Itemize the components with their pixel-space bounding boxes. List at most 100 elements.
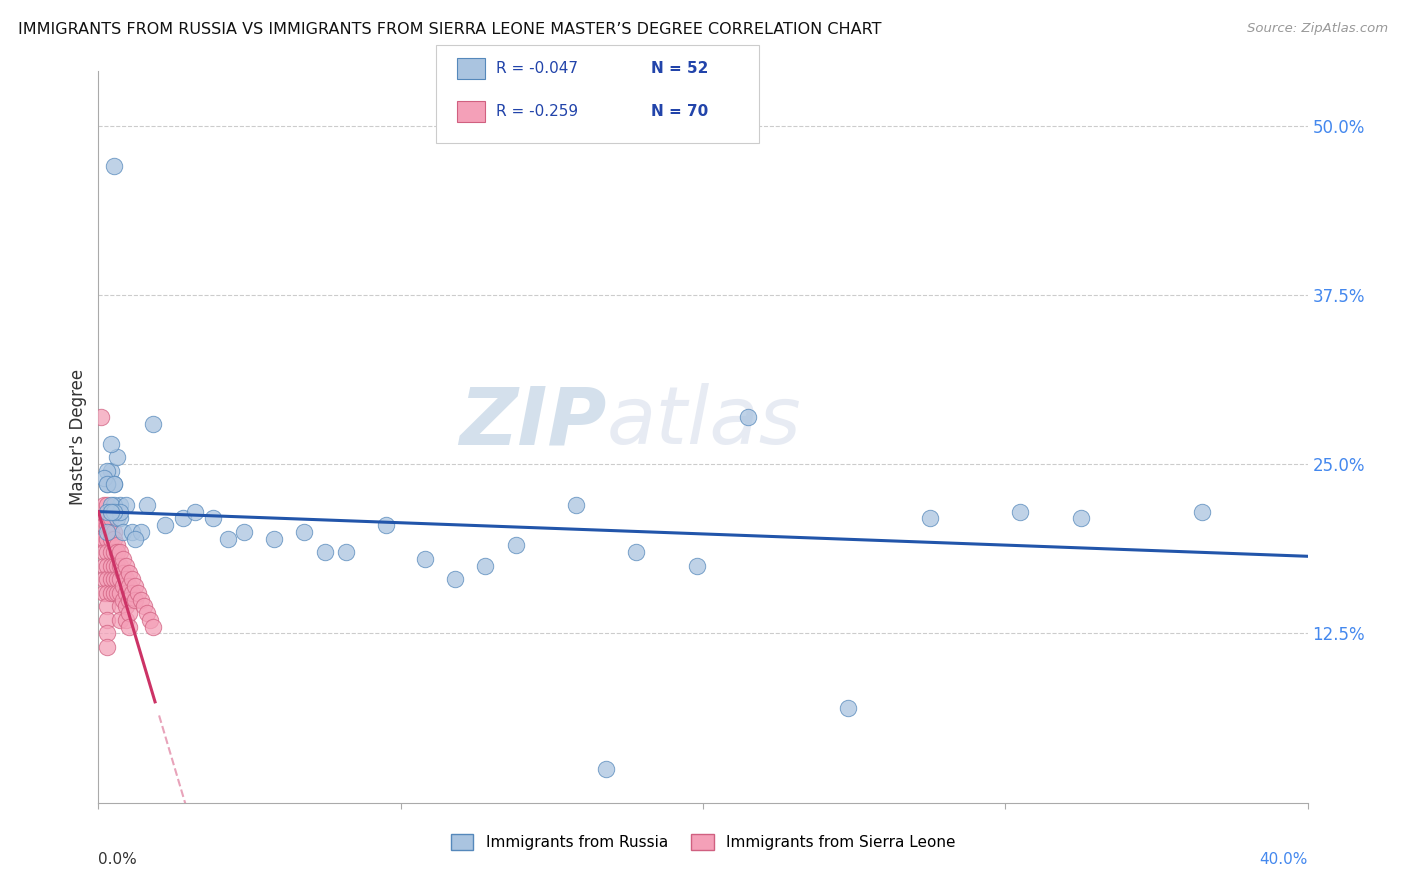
Point bbox=[105, 450, 128, 465]
Point bbox=[100, 558, 122, 573]
Point bbox=[96, 586, 118, 600]
Text: 0.0%: 0.0% bbox=[98, 852, 138, 867]
Text: ZIP: ZIP bbox=[458, 384, 606, 461]
Point bbox=[96, 505, 118, 519]
Point bbox=[1191, 505, 1213, 519]
Point bbox=[135, 498, 157, 512]
Point bbox=[314, 545, 336, 559]
Point bbox=[93, 586, 115, 600]
Point bbox=[918, 511, 941, 525]
Point bbox=[114, 498, 136, 512]
Point bbox=[114, 558, 136, 573]
Text: N = 52: N = 52 bbox=[651, 62, 709, 76]
Point bbox=[103, 524, 125, 539]
Point bbox=[1070, 511, 1092, 525]
Point bbox=[474, 558, 496, 573]
Point bbox=[108, 505, 131, 519]
Point bbox=[111, 552, 134, 566]
Point bbox=[124, 532, 146, 546]
Text: R = -0.047: R = -0.047 bbox=[496, 62, 578, 76]
Point bbox=[121, 524, 143, 539]
Point bbox=[139, 613, 162, 627]
Text: R = -0.259: R = -0.259 bbox=[496, 104, 578, 119]
Point bbox=[100, 498, 122, 512]
Point bbox=[103, 532, 125, 546]
Point bbox=[100, 545, 122, 559]
Point bbox=[105, 558, 128, 573]
Point bbox=[444, 572, 467, 586]
Point bbox=[96, 511, 118, 525]
Point bbox=[142, 620, 165, 634]
Point bbox=[103, 558, 125, 573]
Point bbox=[413, 552, 436, 566]
Point bbox=[96, 498, 118, 512]
Point bbox=[90, 511, 112, 525]
Point bbox=[93, 498, 115, 512]
Point bbox=[103, 477, 125, 491]
Point bbox=[96, 477, 118, 491]
Point bbox=[103, 586, 125, 600]
Legend: Immigrants from Russia, Immigrants from Sierra Leone: Immigrants from Russia, Immigrants from … bbox=[450, 834, 956, 850]
Point bbox=[96, 518, 118, 533]
Point bbox=[105, 545, 128, 559]
Point bbox=[100, 511, 122, 525]
Point bbox=[114, 599, 136, 614]
Point bbox=[103, 545, 125, 559]
Point bbox=[114, 572, 136, 586]
Point bbox=[105, 572, 128, 586]
Point bbox=[737, 409, 759, 424]
Point bbox=[335, 545, 357, 559]
Point bbox=[374, 518, 396, 533]
Point bbox=[96, 558, 118, 573]
Point bbox=[153, 518, 176, 533]
Text: IMMIGRANTS FROM RUSSIA VS IMMIGRANTS FROM SIERRA LEONE MASTER’S DEGREE CORRELATI: IMMIGRANTS FROM RUSSIA VS IMMIGRANTS FRO… bbox=[18, 22, 882, 37]
Point bbox=[111, 579, 134, 593]
Point bbox=[100, 532, 122, 546]
Point bbox=[108, 572, 131, 586]
Point bbox=[108, 498, 131, 512]
Text: Source: ZipAtlas.com: Source: ZipAtlas.com bbox=[1247, 22, 1388, 36]
Point bbox=[93, 572, 115, 586]
Point bbox=[114, 586, 136, 600]
Point bbox=[142, 417, 165, 431]
Point bbox=[105, 538, 128, 552]
Point bbox=[103, 477, 125, 491]
Point bbox=[100, 586, 122, 600]
Point bbox=[108, 511, 131, 525]
Point bbox=[121, 572, 143, 586]
Point bbox=[108, 599, 131, 614]
Y-axis label: Master's Degree: Master's Degree bbox=[69, 369, 87, 505]
Point bbox=[232, 524, 254, 539]
Point bbox=[100, 524, 122, 539]
Point bbox=[118, 592, 141, 607]
Point bbox=[93, 532, 115, 546]
Point bbox=[103, 572, 125, 586]
Point bbox=[96, 599, 118, 614]
Point bbox=[118, 566, 141, 580]
Point bbox=[129, 524, 152, 539]
Point bbox=[114, 613, 136, 627]
Text: atlas: atlas bbox=[606, 384, 801, 461]
Point bbox=[135, 606, 157, 620]
Point bbox=[505, 538, 527, 552]
Point bbox=[118, 620, 141, 634]
Point bbox=[96, 640, 118, 654]
Point bbox=[96, 545, 118, 559]
Point bbox=[837, 701, 859, 715]
Point bbox=[96, 477, 118, 491]
Point bbox=[132, 599, 155, 614]
Point bbox=[111, 524, 134, 539]
Point bbox=[105, 586, 128, 600]
Point bbox=[90, 409, 112, 424]
Point bbox=[124, 592, 146, 607]
Point bbox=[565, 498, 588, 512]
Point bbox=[93, 471, 115, 485]
Point bbox=[124, 579, 146, 593]
Point bbox=[111, 566, 134, 580]
Point bbox=[93, 518, 115, 533]
Point bbox=[686, 558, 709, 573]
Point bbox=[263, 532, 285, 546]
Point bbox=[108, 613, 131, 627]
Point bbox=[108, 558, 131, 573]
Point bbox=[103, 505, 125, 519]
